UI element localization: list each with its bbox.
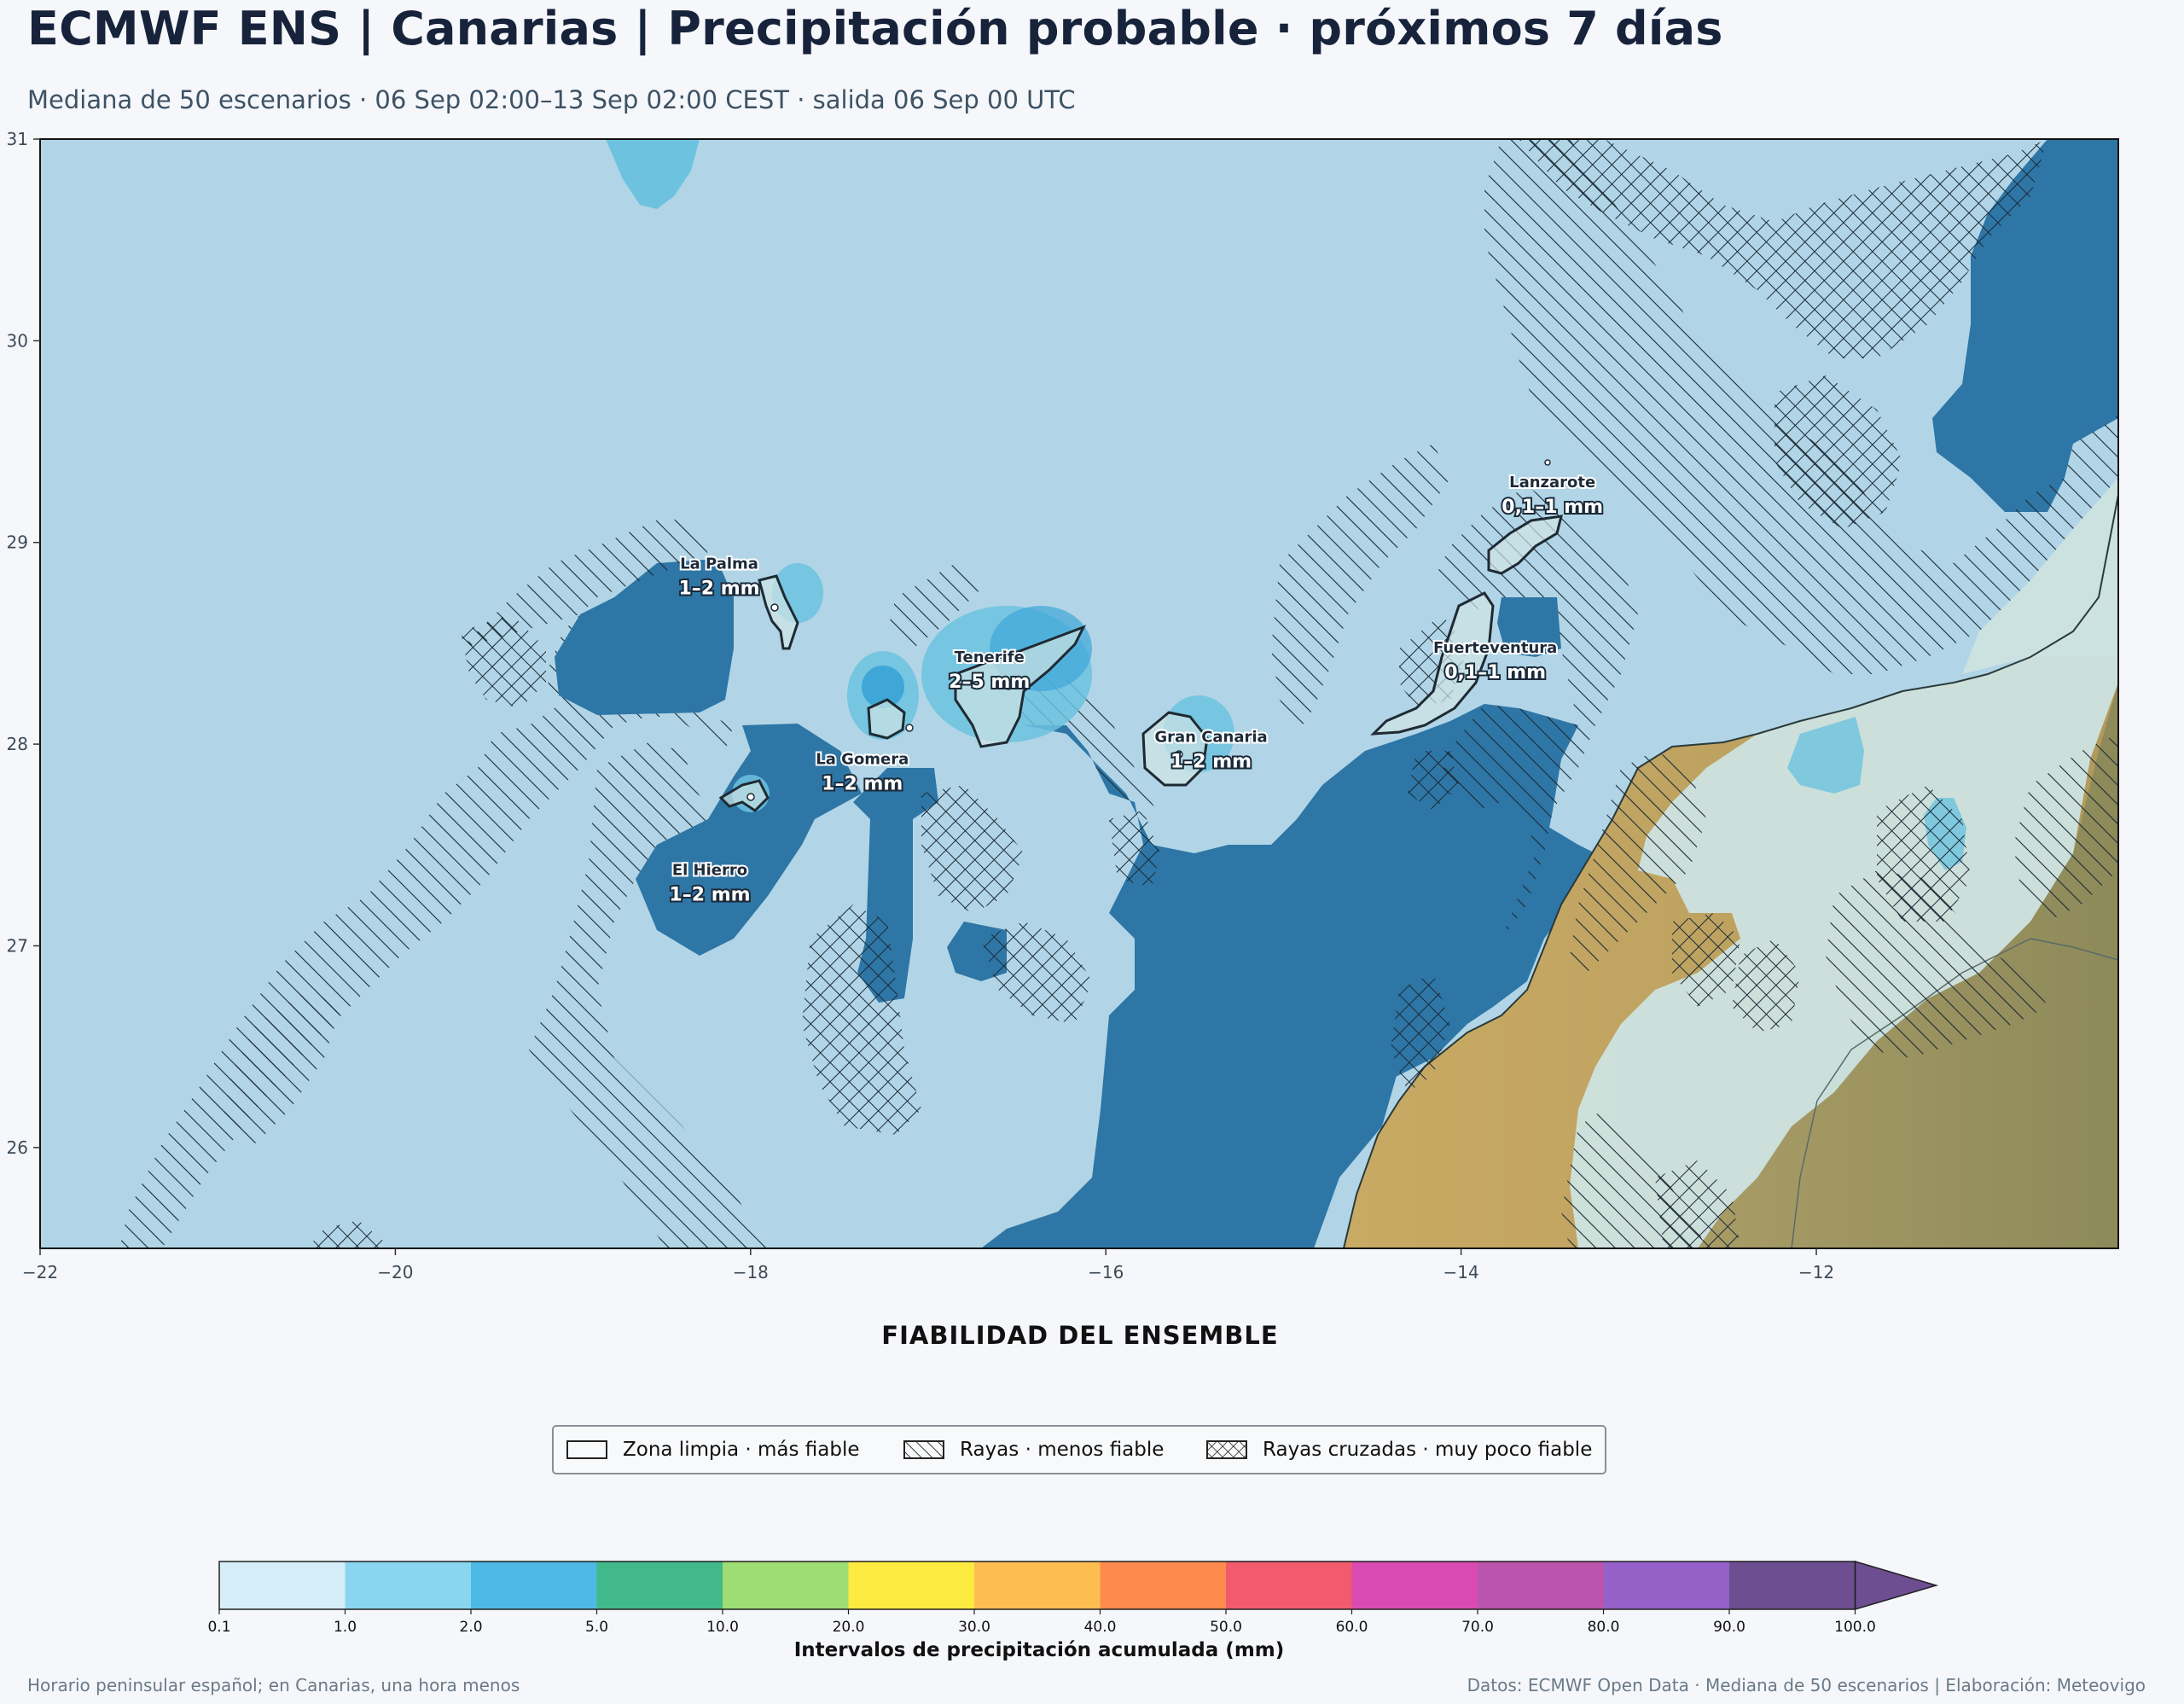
deep-blue-zone-east (1932, 139, 2118, 512)
colorbar-segment (1226, 1562, 1352, 1609)
colorbar-segment (1351, 1562, 1478, 1609)
land-light-overlay-2 (1962, 478, 2118, 674)
island-name-label: La Gomera (816, 750, 909, 768)
island-name-label: Lanzarote (1509, 474, 1595, 491)
island-la-palma (758, 574, 799, 650)
lon-tick-label: −14 (1443, 1262, 1479, 1282)
legend-item-hatch: Rayas · menos fiable (903, 1427, 1164, 1473)
lon-tick-label: −18 (733, 1262, 769, 1282)
map-frame (39, 138, 2119, 1249)
lat-tick-label: 29 (7, 532, 28, 553)
island-name-label: Fuerteventura (1433, 639, 1557, 657)
island-name-label: Tenerife (955, 648, 1025, 666)
colorbar-frame (218, 1561, 1856, 1610)
colorbar-tick-label: 1.0 (334, 1619, 357, 1636)
colorbar-segment (471, 1562, 597, 1609)
lon-tick-label: −20 (377, 1262, 413, 1282)
island-lanzarote (1487, 515, 1563, 575)
island-value-label: 0,1–1 mm (1502, 497, 1603, 518)
colorbar-tick-label: 2.0 (459, 1619, 482, 1636)
colorbar-segment (1603, 1562, 1730, 1609)
axis-ticks: −22 −20 −18 −16 −14 −12 26 27 28 29 30 31 (7, 129, 1835, 1282)
colorbar-segment (1100, 1562, 1227, 1609)
lon-tick-label: −12 (1798, 1262, 1834, 1282)
lat-tick-label: 28 (7, 734, 28, 754)
map-area[interactable] (40, 139, 2118, 1248)
island-value-label: 2–5 mm (949, 672, 1030, 693)
island-name-label: La Palma (680, 555, 758, 573)
legend-swatch-crosshatch (1206, 1440, 1247, 1459)
colorbar-extend-arrow (1854, 1560, 1939, 1611)
colorbar-tick-label: 0.1 (207, 1619, 230, 1636)
colorbar-label: Intervalos de precipitación acumulada (m… (793, 1639, 1285, 1661)
colorbar-tick-label: 60.0 (1336, 1619, 1368, 1636)
colorbar-segment (596, 1562, 723, 1609)
colorbar-segment (345, 1562, 472, 1609)
colorbar-tick-label: 30.0 (958, 1619, 990, 1636)
footer-note: Horario peninsular español; en Canarias,… (27, 1675, 520, 1695)
lon-tick-label: −22 (22, 1262, 58, 1282)
island-value-label: 1–2 mm (822, 773, 903, 794)
colorbar-segment (1729, 1562, 1856, 1609)
island-dots (746, 459, 1551, 801)
colorbar-segment (219, 1562, 346, 1609)
island-value-label: 0,1–1 mm (1444, 662, 1546, 683)
legend-swatch-clean (566, 1440, 607, 1459)
colorbar-tick-label: 80.0 (1588, 1619, 1620, 1636)
legend-swatch-hatch (903, 1440, 944, 1459)
island-tenerife (954, 625, 1087, 748)
island-la-gomera (867, 698, 906, 740)
legend-label-crosshatch: Rayas cruzadas · muy poco fiable (1263, 1439, 1593, 1461)
colorbar-tick-label: 70.0 (1461, 1619, 1494, 1636)
page-title: ECMWF ENS | Canarias | Precipitación pro… (27, 2, 1723, 55)
island-value-label: 1–2 mm (1170, 752, 1252, 773)
island-gran-canaria (1141, 711, 1209, 787)
legend-label-clean: Zona limpia · más fiable (623, 1439, 860, 1461)
island-el-hierro (718, 779, 770, 812)
deep-blue-zone-hierro (636, 724, 862, 956)
lat-tick-label: 31 (7, 129, 28, 149)
colorbar-segment (1478, 1562, 1604, 1609)
desert-blob-1 (1787, 717, 1864, 794)
deep-blue-zone-lapalma (555, 559, 734, 715)
deep-blue-zone-south (981, 704, 1578, 1248)
island-name-label: El Hierro (672, 862, 747, 880)
islands (718, 515, 1563, 812)
footer-credits: Datos: ECMWF Open Data · Mediana de 50 e… (1467, 1675, 2146, 1695)
colorbar-segment (848, 1562, 975, 1609)
colorbar-tick-label: 20.0 (833, 1619, 865, 1636)
colorbar-tick-label: 50.0 (1210, 1619, 1242, 1636)
lat-tick-label: 26 (7, 1137, 28, 1158)
reliability-title: FIABILIDAD DEL ENSEMBLE (881, 1321, 1279, 1350)
island-value-label: 1–2 mm (678, 578, 759, 599)
colorbar-tick-label: 90.0 (1713, 1619, 1745, 1636)
lon-tick-label: −16 (1088, 1262, 1124, 1282)
lat-tick-label: 27 (7, 935, 28, 956)
island-value-label: 1–2 mm (669, 885, 750, 906)
page-subtitle: Mediana de 50 escenarios · 06 Sep 02:00–… (27, 85, 1076, 114)
deep-blue-zone-center (1497, 597, 1561, 657)
reliability-legend: Zona limpia · más fiable Rayas · menos f… (552, 1425, 1606, 1474)
colorbar: 0.1 1.0 2.0 5.0 10.0 20.0 30.0 40.0 50.0 60.0 70.0… (207, 1560, 1939, 1636)
colorbar-segment (974, 1562, 1101, 1609)
colorbar-tick-label: 5.0 (585, 1619, 608, 1636)
colorbar-tick-label: 10.0 (706, 1619, 739, 1636)
island-name-label: Gran Canaria (1154, 729, 1267, 747)
legend-item-clean: Zona limpia · más fiable (566, 1427, 860, 1473)
lat-tick-label: 30 (7, 330, 28, 351)
crosshatch-zones (307, 139, 2048, 1248)
island-fuerteventura (1370, 591, 1495, 736)
africa-desert-east (1698, 683, 2118, 1248)
island-labels: La Palma 1–2 mm Tenerife 2–5 mm La Gomera 1–2… (667, 472, 1605, 908)
colorbar-tick-label: 100.0 (1834, 1619, 1876, 1636)
legend-item-crosshatch: Rayas cruzadas · muy poco fiable (1206, 1427, 1592, 1473)
colorbar-tick-label: 40.0 (1084, 1619, 1117, 1636)
colorbar-segment (723, 1562, 849, 1609)
legend-label-hatch: Rayas · menos fiable (960, 1439, 1165, 1461)
